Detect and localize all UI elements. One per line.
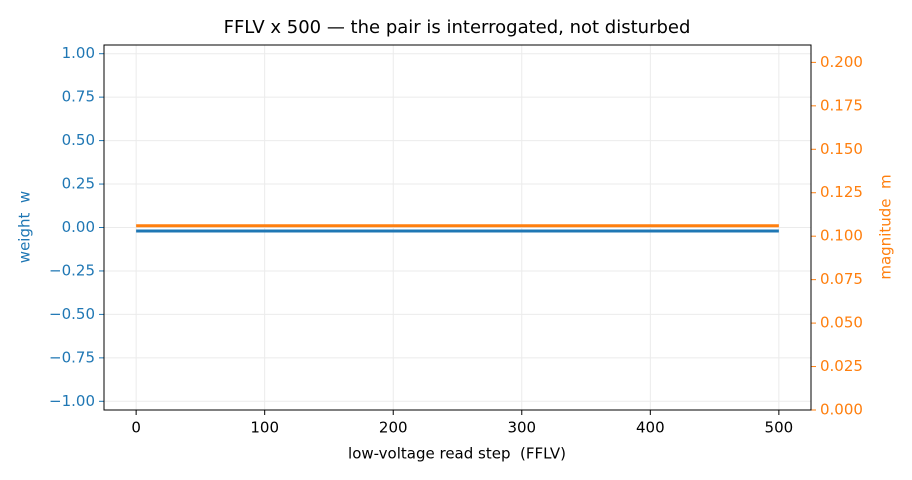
- y-tick-label: −1.00: [49, 392, 95, 410]
- y2-axis-label: magnitude m: [877, 174, 895, 279]
- x-tick-label: 100: [250, 419, 279, 437]
- y-tick-label: 0.50: [62, 131, 95, 149]
- y2-tick-label: 0.050: [820, 314, 863, 332]
- y2-tick-label: 0.150: [820, 140, 863, 158]
- x-tick-label: 300: [507, 419, 536, 437]
- y2-tick-label: 0.175: [820, 96, 863, 114]
- x-axis-label: low-voltage read step (FFLV): [348, 445, 566, 463]
- y2-tick-label: 0.025: [820, 357, 863, 375]
- x-tick-label: 200: [379, 419, 408, 437]
- y2-tick-label: 0.125: [820, 183, 863, 201]
- y2-tick-label: 0.100: [820, 227, 863, 245]
- y-tick-label: 0.75: [62, 88, 95, 106]
- y2-tick-label: 0.075: [820, 270, 863, 288]
- x-tick-label: 0: [131, 419, 141, 437]
- y2-tick-label: 0.000: [820, 401, 863, 419]
- y-axis-label: weight w: [16, 191, 34, 263]
- y-tick-label: −0.75: [49, 348, 95, 366]
- y-tick-label: 0.25: [62, 175, 95, 193]
- x-tick-label: 500: [765, 419, 794, 437]
- plot-frame: [103, 44, 812, 411]
- y-tick-label: 1.00: [62, 44, 95, 62]
- y-tick-label: −0.50: [49, 305, 95, 323]
- y-tick-label: 0.00: [62, 218, 95, 236]
- chart-title: FFLV x 500 — the pair is interrogated, n…: [224, 17, 691, 38]
- y2-tick-label: 0.200: [820, 53, 863, 71]
- y-tick-label: −0.25: [49, 261, 95, 279]
- x-tick-label: 400: [636, 419, 665, 437]
